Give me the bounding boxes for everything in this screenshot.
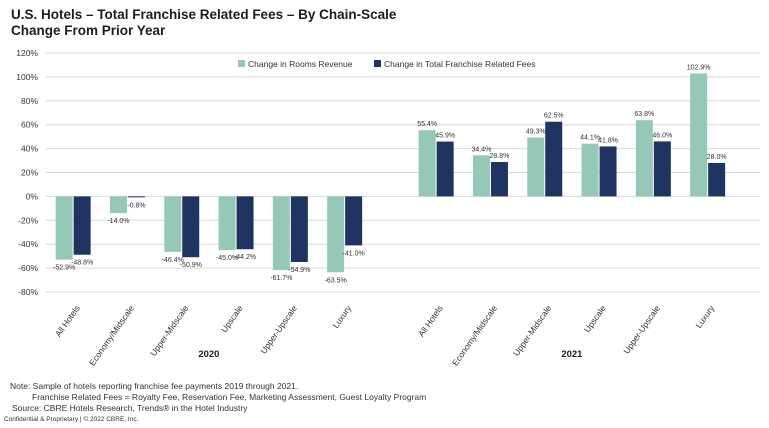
- data-label: 28.8%: [490, 153, 510, 160]
- data-label: -41.0%: [343, 250, 365, 257]
- bar: [436, 141, 454, 197]
- data-label: 34.4%: [472, 146, 492, 153]
- group-label: 2021: [561, 349, 583, 360]
- data-label: 46.0%: [652, 132, 672, 139]
- legend-swatch: [374, 60, 381, 67]
- category-label: Upper-Midscale: [511, 303, 553, 358]
- y-tick-label: -20%: [18, 215, 38, 225]
- bar: [218, 196, 236, 251]
- bar: [73, 196, 91, 255]
- note-sample: Note: Sample of hotels reporting franchi…: [10, 381, 299, 391]
- category-label: Upscale: [582, 303, 608, 334]
- data-label: -63.5%: [325, 277, 347, 284]
- y-tick-label: -40%: [18, 239, 38, 249]
- category-label: Economy/Midscale: [450, 303, 499, 367]
- bar: [472, 155, 490, 197]
- chart-title: U.S. Hotels – Total Franchise Related Fe…: [11, 7, 397, 22]
- bar: [272, 196, 290, 271]
- y-tick-label: 40%: [21, 144, 38, 154]
- note-source: Source: CBRE Hotels Research, Trends® in…: [12, 403, 248, 413]
- data-label: -52.9%: [53, 265, 75, 272]
- bar: [327, 196, 345, 273]
- category-label: Luxury: [693, 303, 716, 330]
- bar: [236, 196, 254, 250]
- data-label: 28.0%: [707, 154, 727, 161]
- category-label: All Hotels: [416, 303, 445, 338]
- category-label: Luxury: [330, 303, 353, 330]
- bar: [708, 162, 726, 197]
- category-label: Economy/Midscale: [87, 303, 136, 367]
- bar: [55, 196, 73, 260]
- y-tick-label: 0%: [26, 191, 39, 201]
- bar: [418, 130, 436, 197]
- note-definition: Franchise Related Fees = Royalty Fee, Re…: [32, 392, 427, 402]
- data-label: 44.1%: [580, 135, 600, 142]
- data-label: 63.8%: [634, 111, 654, 118]
- bar: [635, 120, 653, 197]
- bar: [182, 196, 200, 258]
- bar: [127, 196, 145, 198]
- data-label: -44.2%: [234, 254, 256, 261]
- category-label: All Hotels: [53, 303, 82, 338]
- data-label: 41.8%: [598, 137, 618, 144]
- data-label: -48.8%: [71, 260, 93, 267]
- bar-chart: -80% -60% -40% -20% 0% 20% 40% 60% 80% 100% 120% -5…: [16, 48, 760, 368]
- data-label: -61.7%: [270, 275, 292, 282]
- y-tick-label: 100%: [16, 72, 38, 82]
- group-label: 2020: [198, 349, 219, 360]
- bar: [653, 141, 671, 197]
- data-label: -14.0%: [107, 218, 129, 225]
- y-tick-label: -80%: [18, 287, 38, 297]
- bar: [164, 196, 182, 252]
- data-label: -0.8%: [127, 202, 145, 209]
- y-tick-label: 60%: [21, 120, 38, 130]
- category-label: Upper-Upscale: [258, 303, 299, 355]
- y-tick-label: 20%: [21, 168, 38, 178]
- legend-label: Change in Total Franchise Related Fees: [384, 59, 536, 69]
- data-label: -54.9%: [288, 267, 310, 274]
- bar: [545, 121, 563, 197]
- bar: [581, 143, 599, 197]
- bar: [690, 73, 708, 197]
- data-label: 102.9%: [687, 64, 711, 71]
- category-label: Upscale: [219, 303, 245, 334]
- copyright-notice: Confidential & Proprietary | © 2022 CBRE…: [4, 416, 139, 423]
- legend-swatch: [238, 60, 245, 67]
- y-tick-label: 120%: [16, 48, 38, 58]
- data-label: 62.5%: [544, 113, 564, 120]
- y-tick-label: -60%: [18, 263, 38, 273]
- category-label: Upper-Midscale: [148, 303, 190, 358]
- bar: [490, 161, 508, 197]
- data-label: 49.3%: [526, 128, 546, 135]
- bar: [290, 196, 308, 263]
- data-label: 45.9%: [435, 133, 455, 140]
- data-label: -45.0%: [216, 255, 238, 262]
- legend-label: Change in Rooms Revenue: [248, 59, 353, 69]
- chart-subtitle: Change From Prior Year: [11, 23, 166, 38]
- bar: [527, 137, 545, 197]
- data-label: -46.4%: [162, 257, 184, 264]
- bar: [109, 196, 127, 214]
- y-tick-label: 80%: [21, 96, 38, 106]
- footnotes: Note: Sample of hotels reporting franchi…: [10, 381, 426, 414]
- category-label: Upper-Upscale: [621, 303, 662, 355]
- data-label: -50.9%: [180, 262, 202, 269]
- bar: [345, 196, 363, 246]
- data-label: 55.4%: [417, 121, 437, 128]
- bar: [599, 146, 617, 197]
